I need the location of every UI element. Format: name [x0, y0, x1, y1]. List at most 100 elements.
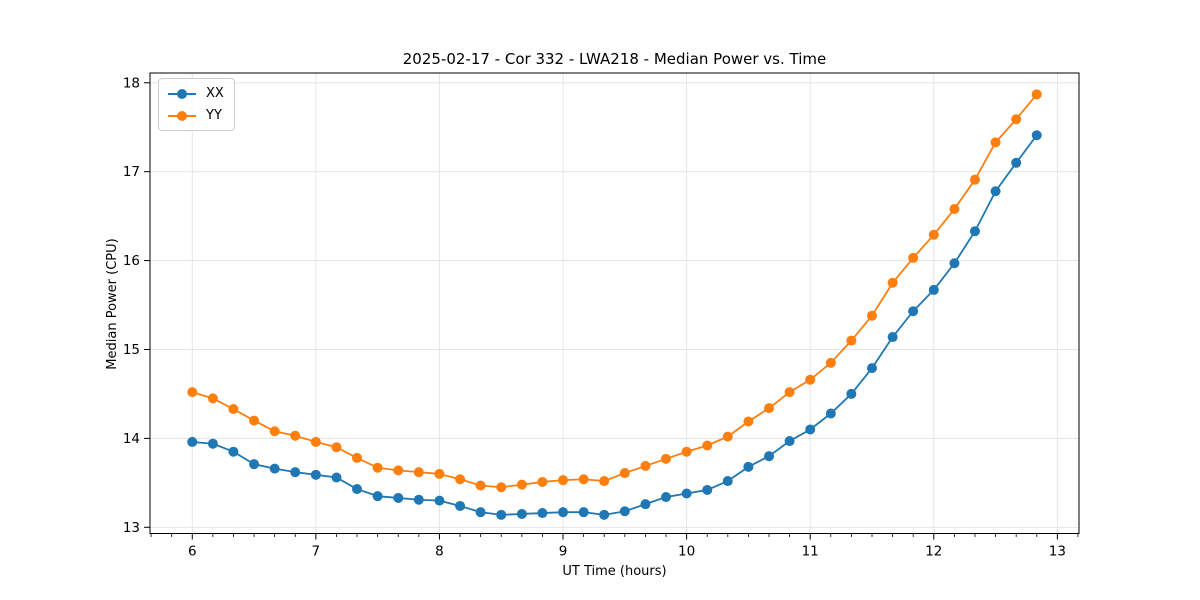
series-xx-point: [784, 436, 795, 447]
series-xx-point: [722, 476, 733, 487]
series-yy-point: [516, 479, 527, 490]
x-tick-label: 10: [678, 544, 695, 560]
series-yy-point: [969, 174, 980, 185]
series-yy-point: [331, 442, 342, 453]
x-tick-label: 9: [559, 544, 568, 560]
series-xx-point: [599, 509, 610, 520]
series-yy-point: [825, 357, 836, 368]
series-xx-point: [846, 388, 857, 399]
chart-title: 2025-02-17 - Cor 332 - LWA218 - Median P…: [402, 50, 827, 68]
series-xx-point: [331, 472, 342, 483]
x-tick-label: 6: [188, 544, 197, 560]
series-xx-point: [310, 469, 321, 480]
series-yy-point: [990, 137, 1001, 148]
series-yy-point: [640, 460, 651, 471]
series-yy-point: [290, 430, 301, 441]
series-yy-point: [846, 335, 857, 346]
series-yy-point: [393, 465, 404, 476]
series-xx-point: [1031, 130, 1042, 141]
series-xx-point: [949, 258, 960, 269]
legend: XX YY: [158, 78, 235, 131]
series-yy-point: [537, 476, 548, 487]
series-yy-point: [207, 393, 218, 404]
y-axis-label: Median Power (CPU): [105, 238, 120, 370]
series-xx-point: [228, 446, 239, 457]
series-xx-point: [496, 509, 507, 520]
series-xx-point: [866, 363, 877, 374]
series-xx-point: [764, 451, 775, 462]
xx-line-marker-icon: [168, 88, 196, 99]
y-tick-label: 16: [123, 253, 140, 269]
series-xx-point: [825, 408, 836, 419]
y-tick-label: 13: [123, 520, 140, 536]
series-xx-point: [681, 488, 692, 499]
series-yy-point: [269, 426, 280, 437]
series-xx-point: [352, 484, 363, 495]
x-tick-label: 12: [925, 544, 942, 560]
yy-line-marker-icon: [168, 110, 196, 121]
series-yy-point: [310, 436, 321, 447]
series-yy-point: [681, 446, 692, 457]
series-yy-point: [372, 462, 383, 473]
series-xx-point: [516, 508, 527, 519]
series-xx-point: [969, 226, 980, 237]
series-xx-point: [207, 438, 218, 449]
series-yy-point: [764, 403, 775, 414]
series-xx-point: [928, 284, 939, 295]
series-yy-point: [1031, 89, 1042, 100]
series-xx-point: [290, 467, 301, 478]
series-xx-point: [455, 500, 466, 511]
series-xx-point: [887, 332, 898, 343]
series-yy-point: [743, 416, 754, 427]
series-xx-point: [475, 507, 486, 518]
series-xx-point: [558, 507, 569, 518]
series-yy-point: [578, 474, 589, 485]
series-xx-point: [393, 492, 404, 503]
series-xx-point: [187, 436, 198, 447]
series-yy-point: [619, 468, 630, 479]
series-yy-point: [887, 277, 898, 288]
series-yy-point: [805, 374, 816, 385]
x-tick-label: 8: [435, 544, 444, 560]
axes-spines: [149, 72, 1080, 534]
x-tick-label: 11: [802, 544, 819, 560]
y-tick-label: 18: [123, 75, 140, 91]
series-yy-point: [413, 467, 424, 478]
y-tick-label: 17: [123, 164, 140, 180]
series-xx-point: [249, 459, 260, 470]
series-yy-point: [475, 480, 486, 491]
legend-label-xx: XX: [206, 86, 224, 101]
series-yy-line: [192, 93, 1038, 489]
series-yy-point: [187, 387, 198, 398]
x-tick-label: 7: [312, 544, 321, 560]
series-yy-point: [434, 468, 445, 479]
y-tick-label: 15: [123, 342, 140, 358]
series-xx-point: [619, 506, 630, 517]
series-xx-point: [413, 494, 424, 505]
legend-item-yy: YY: [166, 106, 224, 125]
series-yy-point: [558, 475, 569, 486]
series-xx-point: [640, 499, 651, 510]
legend-item-xx: XX: [166, 84, 224, 103]
series-xx-point: [990, 186, 1001, 197]
series-xx-point: [434, 495, 445, 506]
series-yy-point: [949, 204, 960, 215]
series-yy-point: [352, 452, 363, 463]
x-tick-label: 13: [1049, 544, 1066, 560]
series-yy-point: [660, 453, 671, 464]
series-yy-point: [784, 387, 795, 398]
series-xx-point: [908, 306, 919, 317]
series-xx-point: [537, 508, 548, 519]
series-xx-point: [578, 507, 589, 518]
series-yy-point: [1011, 114, 1022, 125]
y-tick-label: 14: [123, 431, 140, 447]
series-xx-point: [269, 463, 280, 474]
series-yy-point: [908, 252, 919, 263]
series-yy-point: [928, 229, 939, 240]
series-yy-point: [702, 440, 713, 451]
x-axis-label: UT Time (hours): [562, 564, 667, 579]
series-yy-point: [455, 474, 466, 485]
series-xx-point: [743, 461, 754, 472]
